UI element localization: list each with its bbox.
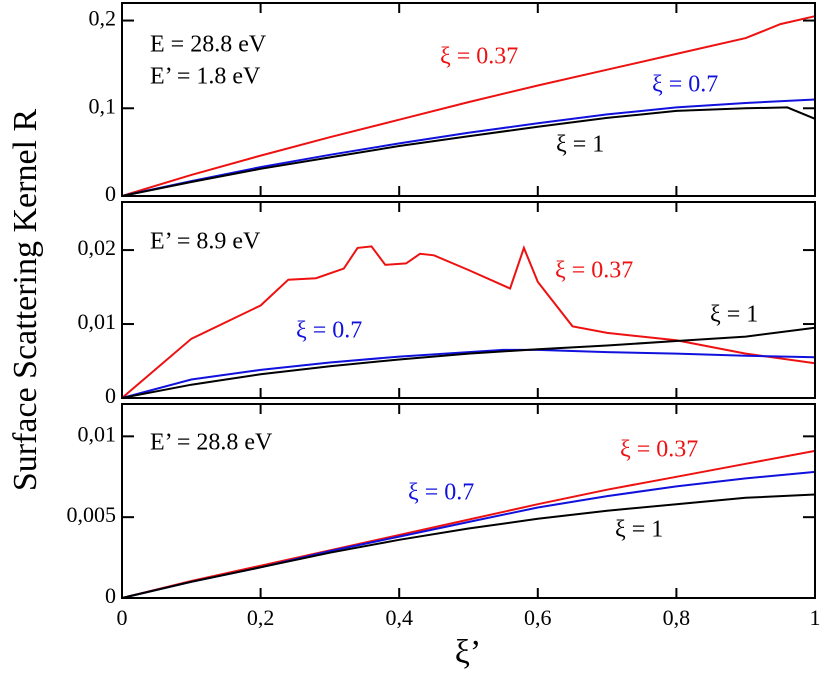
- line: [121, 98, 816, 197]
- annotation: E’ = 28.8 eV: [150, 430, 273, 456]
- x-tick-label: 0: [117, 605, 128, 630]
- x-tick-label: 1: [810, 605, 821, 630]
- line: [121, 245, 816, 399]
- line: [121, 449, 816, 599]
- series-label: ξ = 0.37: [620, 437, 698, 463]
- y-tick-label: 0: [105, 583, 116, 608]
- y-tick-label: 0,005: [67, 502, 117, 527]
- series-label: ξ = 0.37: [440, 44, 518, 70]
- x-axis-label: ξ’: [455, 634, 481, 671]
- y-tick-label: 0,2: [89, 6, 117, 31]
- line: [121, 326, 816, 399]
- y-tick-label: 0: [105, 383, 116, 408]
- line: [121, 493, 816, 599]
- y-tick-label: 0,01: [78, 421, 117, 446]
- plot-frame: [121, 201, 816, 399]
- y-tick-label: 0,02: [78, 235, 117, 260]
- series-label: ξ = 1: [556, 132, 604, 158]
- plot-frame: [121, 403, 816, 599]
- y-tick-label: 0: [105, 181, 116, 206]
- series-label: ξ = 0.7: [408, 480, 474, 506]
- annotation: E’ = 1.8 eV: [150, 64, 261, 90]
- x-tick-label: 0,2: [247, 605, 275, 630]
- series-label: ξ = 1: [615, 517, 663, 543]
- y-tick-label: 0,1: [89, 93, 117, 118]
- series-label: ξ = 1: [710, 302, 758, 328]
- y-axis-label: Surface Scattering Kernel R: [7, 109, 44, 492]
- series-label: ξ = 0.7: [296, 318, 362, 344]
- line: [121, 348, 816, 399]
- plot-frame: [121, 2, 816, 197]
- x-tick-label: 0,8: [663, 605, 691, 630]
- series-label: ξ = 0.37: [555, 258, 633, 284]
- series-label: ξ = 0.7: [652, 72, 718, 98]
- line: [121, 15, 816, 197]
- annotation: E’ = 8.9 eV: [150, 229, 261, 255]
- x-tick-label: 0,6: [524, 605, 552, 630]
- y-tick-label: 0,01: [78, 309, 117, 334]
- x-tick-label: 0,4: [385, 605, 413, 630]
- line: [121, 106, 816, 197]
- annotation: E = 28.8 eV: [150, 32, 267, 58]
